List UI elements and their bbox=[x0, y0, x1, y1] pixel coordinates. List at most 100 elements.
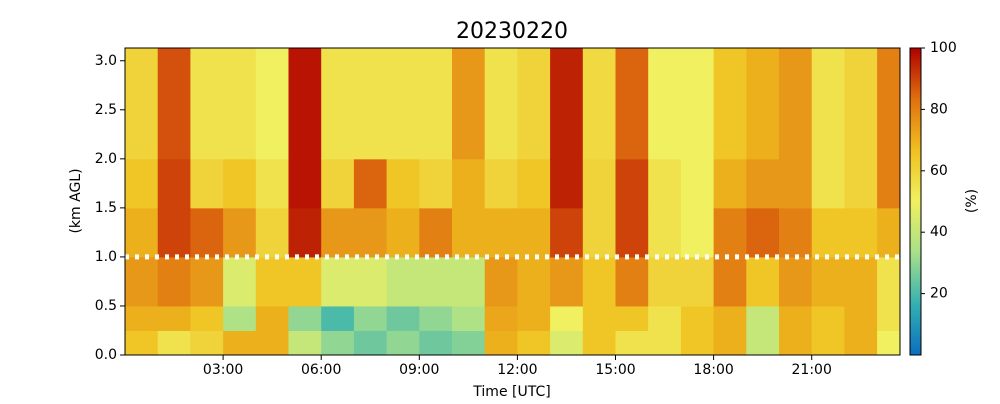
heat-cell bbox=[779, 48, 813, 160]
heat-cell bbox=[288, 256, 322, 307]
y-axis-label: (km AGL) bbox=[68, 168, 84, 233]
heat-cell bbox=[648, 330, 682, 356]
heat-cell bbox=[517, 256, 551, 307]
heat-cell bbox=[844, 330, 878, 356]
heat-cell bbox=[811, 207, 845, 258]
chart-title: 20230220 bbox=[456, 19, 568, 44]
heat-cell bbox=[517, 305, 551, 331]
heat-cell bbox=[190, 158, 224, 209]
heat-cell bbox=[811, 305, 845, 331]
heat-cell bbox=[550, 330, 584, 356]
heat-cell bbox=[353, 330, 388, 356]
heat-cell bbox=[746, 158, 780, 209]
heat-cell bbox=[713, 207, 747, 258]
heat-cell bbox=[223, 330, 257, 356]
heat-cell bbox=[877, 207, 901, 258]
heat-cell bbox=[419, 305, 453, 331]
y-tick-label: 1.5 bbox=[95, 200, 117, 216]
heat-cell bbox=[713, 330, 747, 356]
heat-cell bbox=[223, 305, 257, 331]
heat-cell bbox=[877, 48, 901, 160]
heat-cell bbox=[713, 256, 747, 307]
heat-cell bbox=[419, 256, 453, 307]
heat-cell bbox=[452, 207, 486, 258]
heat-cell bbox=[125, 256, 159, 307]
y-tick-label: 0.5 bbox=[95, 298, 117, 314]
x-tick-label: 15:00 bbox=[595, 362, 635, 378]
heat-cell bbox=[550, 207, 584, 258]
heat-cell bbox=[255, 158, 290, 209]
colorbar-label: (%) bbox=[964, 189, 980, 213]
heat-cell bbox=[353, 207, 388, 258]
heat-cell bbox=[255, 48, 290, 160]
heat-cell bbox=[386, 48, 420, 160]
colorbar bbox=[909, 47, 922, 356]
heat-cell bbox=[288, 305, 322, 331]
heat-cell bbox=[811, 48, 845, 160]
heat-cell bbox=[746, 305, 780, 331]
heat-cell bbox=[125, 158, 159, 209]
heat-cell bbox=[779, 158, 813, 209]
heat-cell bbox=[386, 256, 420, 307]
heat-cell bbox=[223, 256, 257, 307]
x-tick-label: 18:00 bbox=[693, 362, 733, 378]
heat-cell bbox=[615, 330, 649, 356]
heat-cell bbox=[811, 256, 845, 307]
x-axis-label: Time [UTC] bbox=[472, 384, 550, 400]
y-tick-label: 0.0 bbox=[95, 347, 117, 363]
y-tick-label: 2.5 bbox=[95, 102, 117, 118]
heat-cell bbox=[452, 48, 486, 160]
heat-cell bbox=[550, 256, 584, 307]
heat-cell bbox=[615, 158, 649, 209]
heat-cell bbox=[419, 158, 453, 209]
heat-cell bbox=[386, 158, 420, 209]
heat-cell bbox=[288, 158, 322, 209]
heat-cell bbox=[713, 48, 747, 160]
colorbar-tick-label: 80 bbox=[930, 101, 948, 117]
heat-cell bbox=[615, 256, 649, 307]
heat-cell bbox=[386, 305, 420, 331]
heat-cell bbox=[550, 158, 584, 209]
heat-cell bbox=[484, 305, 518, 331]
heat-cell bbox=[615, 48, 649, 160]
heat-cell bbox=[419, 207, 453, 258]
heat-cell bbox=[877, 158, 901, 209]
heat-cell bbox=[877, 305, 901, 331]
heat-cell bbox=[484, 207, 518, 258]
heat-cell bbox=[157, 48, 191, 160]
heat-cell bbox=[190, 330, 224, 356]
x-tick-label: 06:00 bbox=[301, 362, 341, 378]
heat-cell bbox=[321, 256, 355, 307]
heat-cell bbox=[223, 158, 257, 209]
heat-cell bbox=[680, 256, 715, 307]
heat-cell bbox=[484, 158, 518, 209]
heat-cell bbox=[582, 158, 617, 209]
heat-cell bbox=[452, 330, 486, 356]
heat-cell bbox=[680, 330, 715, 356]
heat-cell bbox=[779, 256, 813, 307]
heat-cell bbox=[419, 48, 453, 160]
heat-cell bbox=[288, 330, 322, 356]
heat-cell bbox=[353, 305, 388, 331]
heat-cell bbox=[648, 207, 682, 258]
heat-cell bbox=[484, 330, 518, 356]
heat-cell bbox=[680, 48, 715, 160]
heat-cell bbox=[680, 305, 715, 331]
heat-cell bbox=[125, 48, 159, 160]
heat-cell bbox=[844, 158, 878, 209]
heat-cell bbox=[877, 256, 901, 307]
heat-cell bbox=[223, 207, 257, 258]
heat-cell bbox=[844, 305, 878, 331]
heat-cell bbox=[157, 256, 191, 307]
heat-cell bbox=[746, 256, 780, 307]
x-tick-label: 21:00 bbox=[792, 362, 832, 378]
heat-cell bbox=[811, 330, 845, 356]
heat-cell bbox=[648, 305, 682, 331]
heat-cell bbox=[452, 256, 486, 307]
heat-cell bbox=[648, 158, 682, 209]
heat-cell bbox=[255, 207, 290, 258]
heat-cell bbox=[517, 330, 551, 356]
heat-cell bbox=[321, 305, 355, 331]
heat-cell bbox=[844, 207, 878, 258]
